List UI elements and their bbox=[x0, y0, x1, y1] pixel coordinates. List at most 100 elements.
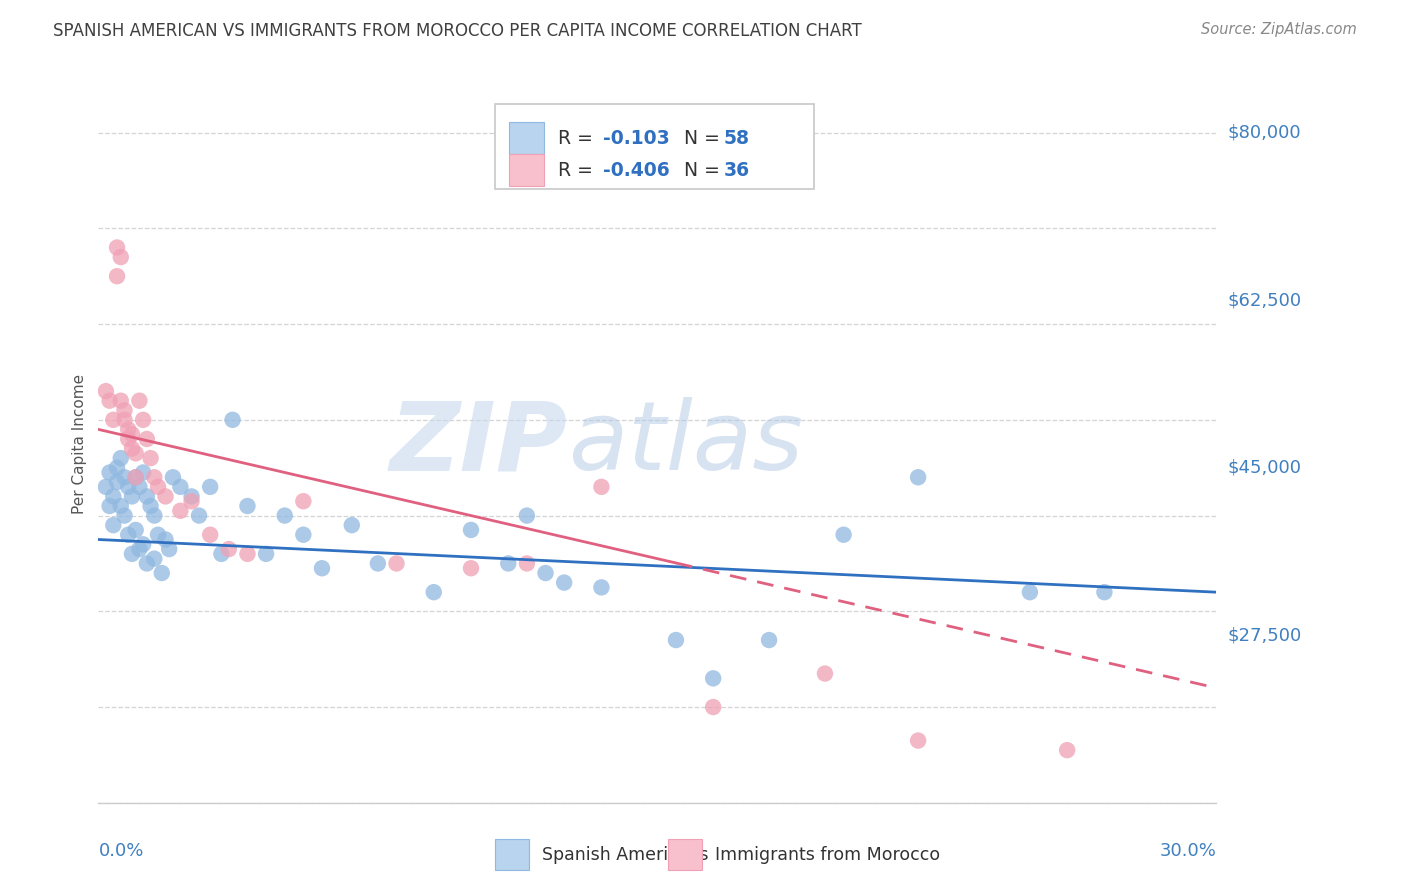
Point bbox=[534, 566, 557, 580]
Point bbox=[110, 393, 132, 408]
Point bbox=[121, 547, 143, 561]
Point bbox=[132, 537, 155, 551]
Text: 30.0%: 30.0% bbox=[1160, 842, 1216, 860]
Text: Spanish Americans: Spanish Americans bbox=[543, 846, 709, 863]
Point bbox=[180, 490, 202, 504]
FancyBboxPatch shape bbox=[495, 839, 529, 870]
Point bbox=[385, 557, 408, 571]
Point bbox=[162, 470, 184, 484]
Point bbox=[110, 250, 132, 264]
Point bbox=[907, 733, 929, 747]
Point bbox=[553, 575, 575, 590]
Point bbox=[200, 480, 222, 494]
Point bbox=[292, 494, 315, 508]
Text: $80,000: $80,000 bbox=[1227, 124, 1301, 142]
Point bbox=[125, 470, 148, 484]
Point bbox=[135, 557, 157, 571]
Point bbox=[117, 527, 139, 541]
Point bbox=[367, 557, 389, 571]
Point bbox=[103, 518, 125, 533]
Point bbox=[114, 508, 136, 523]
Point bbox=[94, 384, 117, 398]
Text: 36: 36 bbox=[723, 161, 749, 179]
Point bbox=[1094, 585, 1116, 599]
Point bbox=[702, 700, 724, 714]
Point bbox=[110, 499, 132, 513]
Point bbox=[814, 666, 837, 681]
Text: R =: R = bbox=[558, 161, 599, 179]
Point bbox=[311, 561, 333, 575]
Point bbox=[907, 470, 929, 484]
Text: 58: 58 bbox=[723, 128, 749, 147]
Point bbox=[591, 581, 613, 595]
Point bbox=[121, 427, 143, 442]
Point bbox=[125, 470, 148, 484]
Point bbox=[460, 523, 482, 537]
Text: -0.406: -0.406 bbox=[603, 161, 669, 179]
Point bbox=[221, 413, 243, 427]
Point bbox=[125, 523, 148, 537]
Text: $62,500: $62,500 bbox=[1227, 291, 1302, 310]
Point bbox=[236, 547, 259, 561]
Text: SPANISH AMERICAN VS IMMIGRANTS FROM MOROCCO PER CAPITA INCOME CORRELATION CHART: SPANISH AMERICAN VS IMMIGRANTS FROM MORO… bbox=[53, 22, 862, 40]
Point bbox=[157, 542, 180, 557]
Text: R =: R = bbox=[558, 128, 599, 147]
Point bbox=[143, 470, 166, 484]
Point bbox=[218, 542, 240, 557]
Text: $27,500: $27,500 bbox=[1227, 626, 1302, 644]
Text: Immigrants from Morocco: Immigrants from Morocco bbox=[716, 846, 941, 863]
Point bbox=[169, 480, 191, 494]
Point bbox=[98, 499, 121, 513]
Point bbox=[209, 547, 232, 561]
Point bbox=[498, 557, 520, 571]
Point bbox=[169, 504, 191, 518]
Point bbox=[110, 451, 132, 466]
Point bbox=[114, 403, 136, 417]
Text: $45,000: $45,000 bbox=[1227, 458, 1302, 476]
Text: -0.103: -0.103 bbox=[603, 128, 669, 147]
Point bbox=[516, 508, 538, 523]
Point bbox=[180, 494, 202, 508]
Point bbox=[516, 557, 538, 571]
Point bbox=[758, 633, 780, 648]
Text: N =: N = bbox=[672, 128, 725, 147]
Point bbox=[155, 533, 177, 547]
Point bbox=[135, 490, 157, 504]
Point bbox=[146, 480, 169, 494]
Point bbox=[591, 480, 613, 494]
Point bbox=[105, 240, 128, 254]
Point bbox=[114, 413, 136, 427]
Point bbox=[155, 490, 177, 504]
Point bbox=[1056, 743, 1078, 757]
Point bbox=[103, 413, 125, 427]
Text: N =: N = bbox=[672, 161, 725, 179]
Point bbox=[105, 475, 128, 489]
Point bbox=[135, 432, 157, 446]
Text: 0.0%: 0.0% bbox=[98, 842, 143, 860]
FancyBboxPatch shape bbox=[509, 154, 544, 186]
FancyBboxPatch shape bbox=[509, 122, 544, 153]
Y-axis label: Per Capita Income: Per Capita Income bbox=[72, 374, 87, 514]
Point bbox=[132, 466, 155, 480]
Point bbox=[121, 442, 143, 456]
Text: ZIP: ZIP bbox=[389, 397, 568, 491]
Point bbox=[832, 527, 855, 541]
Point bbox=[150, 566, 173, 580]
Point bbox=[94, 480, 117, 494]
Point bbox=[143, 551, 166, 566]
Point bbox=[665, 633, 688, 648]
Point bbox=[460, 561, 482, 575]
Point bbox=[139, 451, 162, 466]
Point bbox=[292, 527, 315, 541]
Point bbox=[132, 413, 155, 427]
FancyBboxPatch shape bbox=[668, 839, 702, 870]
Point bbox=[105, 269, 128, 284]
Point bbox=[139, 499, 162, 513]
FancyBboxPatch shape bbox=[495, 104, 814, 189]
Point bbox=[117, 422, 139, 436]
Point bbox=[702, 671, 724, 685]
Point bbox=[128, 393, 150, 408]
Point bbox=[121, 490, 143, 504]
Point bbox=[274, 508, 297, 523]
Point bbox=[98, 466, 121, 480]
